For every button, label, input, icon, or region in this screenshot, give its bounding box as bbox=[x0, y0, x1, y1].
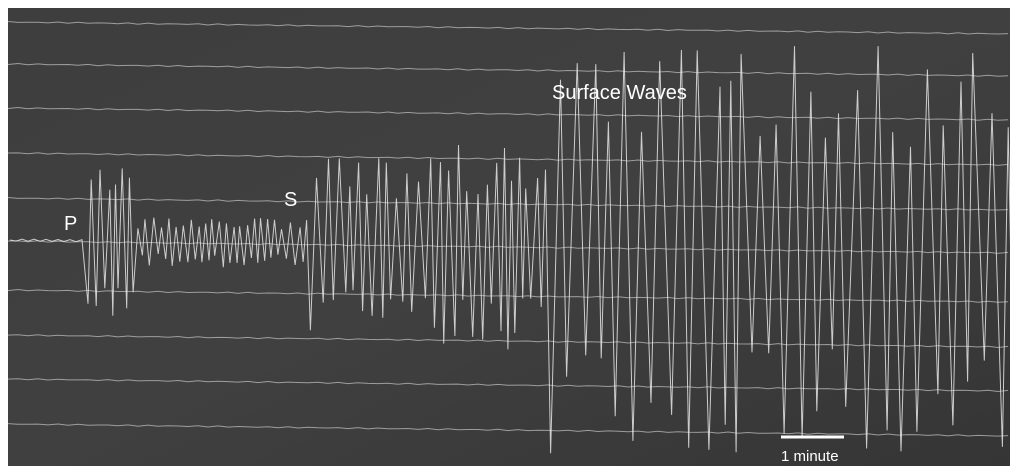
photo-background bbox=[8, 8, 1010, 466]
page: P S Surface Waves 1 minute (() => { cons… bbox=[0, 0, 1017, 474]
s-wave-label: S bbox=[284, 189, 297, 211]
p-wave-label: P bbox=[64, 213, 77, 235]
seismogram-photo: P S Surface Waves 1 minute bbox=[0, 0, 1017, 474]
surface-waves-label: Surface Waves bbox=[552, 82, 687, 104]
scale-label: 1 minute bbox=[781, 448, 839, 465]
